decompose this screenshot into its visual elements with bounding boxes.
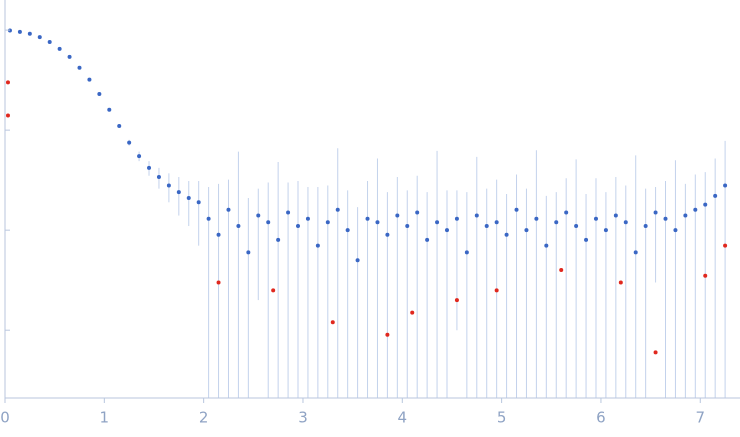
point (603, 228, 608, 233)
point (67, 54, 72, 59)
point (375, 220, 380, 225)
point (723, 243, 728, 248)
point (703, 273, 708, 278)
point (524, 228, 529, 233)
point (385, 332, 390, 337)
point (653, 350, 658, 355)
point (216, 280, 221, 285)
point (57, 46, 62, 51)
point (435, 220, 440, 225)
point (355, 258, 360, 263)
point (673, 228, 678, 233)
point (584, 237, 589, 242)
point (474, 213, 479, 218)
point (97, 91, 102, 96)
point (236, 224, 241, 229)
point (723, 183, 728, 188)
point (166, 183, 171, 188)
point (618, 280, 623, 285)
x-tick-label: 5 (497, 409, 507, 427)
point (703, 202, 708, 207)
point (494, 288, 499, 293)
point (554, 220, 559, 225)
point (246, 250, 251, 255)
point (345, 228, 350, 233)
point (325, 220, 330, 225)
point (643, 224, 648, 229)
x-tick-label: 1 (100, 409, 110, 427)
point (305, 216, 310, 221)
point (494, 220, 499, 225)
point (405, 224, 410, 229)
point (206, 216, 211, 221)
point (464, 250, 469, 255)
point (559, 267, 564, 272)
point (5, 113, 10, 118)
point (17, 29, 22, 34)
point (410, 310, 415, 315)
point (315, 243, 320, 248)
x-tick-label: 0 (0, 409, 10, 427)
point (147, 165, 152, 170)
point (623, 220, 628, 225)
point (286, 210, 291, 215)
point (216, 232, 221, 237)
point (574, 224, 579, 229)
point (137, 154, 142, 159)
point (107, 107, 112, 112)
point (87, 77, 92, 82)
point (693, 207, 698, 212)
point (5, 80, 10, 85)
x-tick-label: 6 (596, 409, 606, 427)
point (365, 216, 370, 221)
point (514, 207, 519, 212)
point (683, 213, 688, 218)
point (266, 220, 271, 225)
point (37, 35, 42, 40)
error-bars (9, 30, 726, 398)
point (454, 298, 459, 303)
points (5, 28, 728, 355)
point (271, 288, 276, 293)
point (176, 190, 181, 195)
point (633, 250, 638, 255)
point (663, 216, 668, 221)
point (186, 195, 191, 200)
x-tick-label: 7 (695, 409, 705, 427)
point (425, 237, 430, 242)
point (296, 224, 301, 229)
point (544, 243, 549, 248)
point (385, 232, 390, 237)
x-tick-label: 4 (398, 409, 408, 427)
point (127, 140, 132, 145)
point (444, 228, 449, 233)
point (335, 207, 340, 212)
x-tick-label: 2 (199, 409, 209, 427)
x-tick-label: 3 (298, 409, 308, 427)
point (713, 193, 718, 198)
point (47, 40, 52, 45)
point (484, 224, 489, 229)
point (330, 320, 335, 325)
point (395, 213, 400, 218)
point (226, 207, 231, 212)
point (593, 216, 598, 221)
point (156, 175, 161, 180)
point (276, 237, 281, 242)
point (77, 65, 82, 70)
point (504, 232, 509, 237)
point (564, 210, 569, 215)
point (653, 210, 658, 215)
point (415, 210, 420, 215)
point (613, 213, 618, 218)
point (454, 216, 459, 221)
point (27, 31, 32, 36)
point (117, 124, 122, 129)
point (256, 213, 261, 218)
point (534, 216, 539, 221)
point (196, 200, 201, 205)
